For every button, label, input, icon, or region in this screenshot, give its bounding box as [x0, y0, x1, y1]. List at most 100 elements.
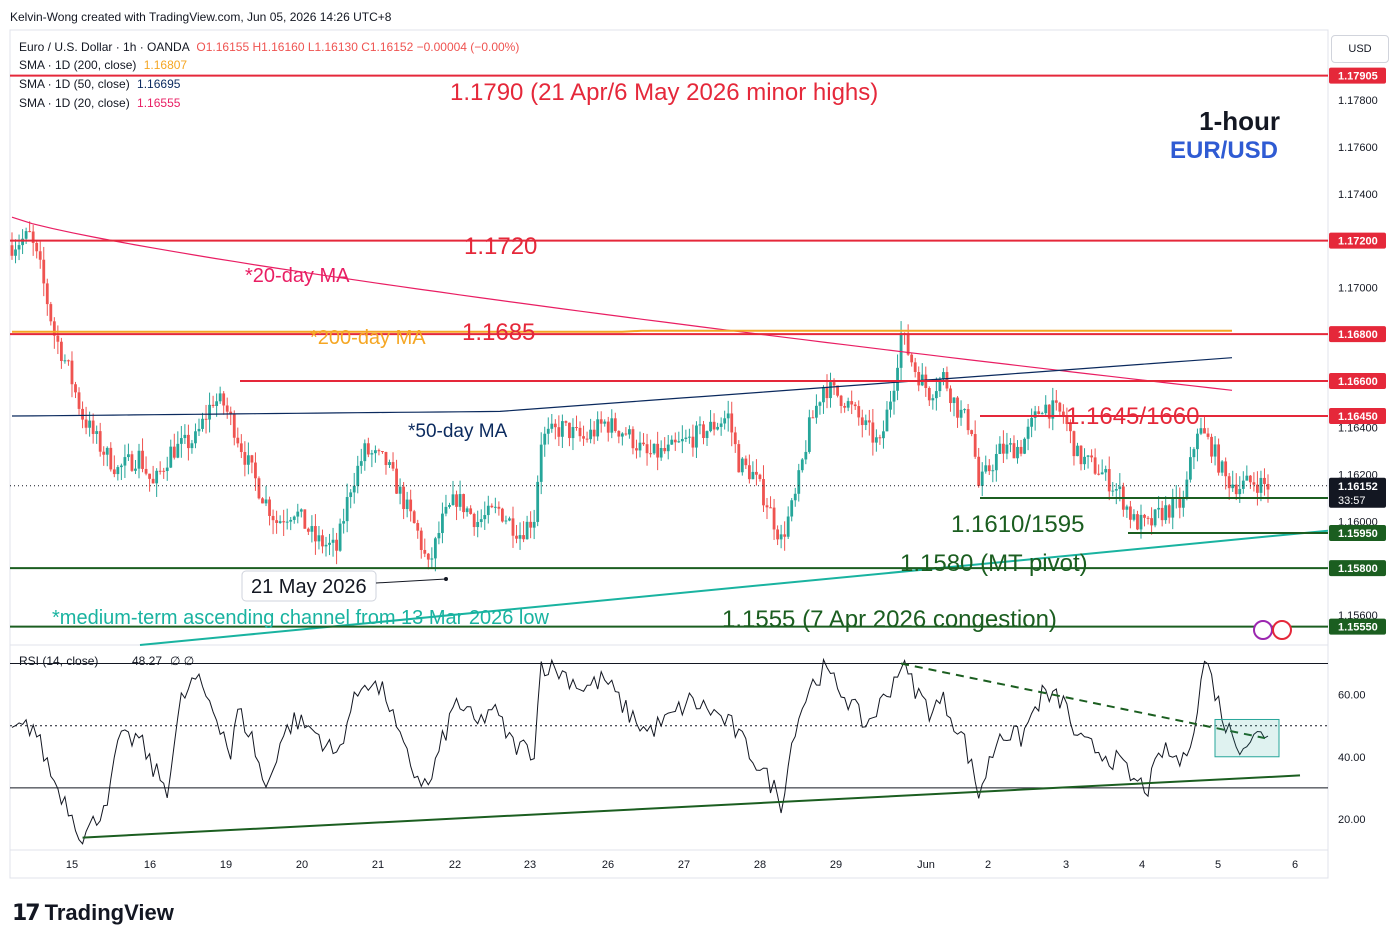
- candle-body: [599, 419, 603, 424]
- candle-body: [275, 520, 279, 523]
- sma200-legend[interactable]: SMA · 1D (200, close) 1.16807: [19, 58, 187, 72]
- candle-body: [123, 457, 127, 466]
- candle-body: [712, 421, 716, 430]
- candle-body: [377, 450, 381, 452]
- candle-body: [994, 453, 998, 471]
- level-axis-badge: [1329, 618, 1386, 635]
- candle-body: [1136, 514, 1139, 530]
- level-axis-label: 1.16800: [1338, 329, 1378, 341]
- candle-body: [38, 251, 42, 260]
- sma200-value: 1.16807: [143, 58, 188, 72]
- candle-body: [363, 443, 367, 462]
- candle-body: [740, 458, 744, 473]
- candle-body: [472, 513, 476, 528]
- candle-body: [522, 535, 525, 540]
- candle-body: [1263, 477, 1266, 484]
- candle-body: [430, 558, 434, 560]
- candle-body: [857, 406, 861, 418]
- candle-body: [991, 470, 995, 472]
- candle-body: [91, 420, 95, 434]
- candle-body: [102, 451, 106, 455]
- candle-body: [966, 409, 970, 431]
- candle-body: [84, 419, 88, 428]
- candle-body: [1181, 497, 1185, 508]
- rsi-trendline-support: [82, 774, 1301, 839]
- candle-body: [486, 505, 490, 516]
- candle-body: [187, 434, 190, 449]
- candle-body: [264, 499, 268, 504]
- candle-body: [638, 442, 642, 451]
- candle-body: [652, 443, 656, 454]
- candle-body: [663, 448, 667, 452]
- candle-body: [864, 420, 868, 426]
- candle-body: [465, 508, 469, 513]
- level-axis-badge: [1329, 326, 1386, 343]
- sma50-legend[interactable]: SMA · 1D (50, close) 1.16695: [19, 77, 180, 91]
- candle-body: [1234, 484, 1238, 495]
- symbol-legend[interactable]: Euro / U.S. Dollar · 1h · OANDA O1.16155…: [19, 40, 519, 54]
- candle-body: [423, 549, 427, 554]
- candle-body: [755, 471, 758, 475]
- time-tick-label: 16: [144, 859, 156, 871]
- tradingview-logo[interactable]: 17 TradingView: [12, 900, 174, 926]
- price-axis[interactable]: 1.180001.178001.176001.174001.172001.170…: [1329, 48, 1386, 635]
- candle-body: [1157, 507, 1161, 510]
- candle-body: [1238, 488, 1242, 495]
- candle-body: [532, 521, 536, 528]
- candle-body: [1167, 505, 1171, 518]
- candle-body: [1252, 482, 1256, 485]
- sma20-label: SMA · 1D (20, close): [19, 96, 130, 110]
- candle-body: [433, 538, 437, 559]
- candle-body: [1100, 472, 1104, 475]
- candle-body: [737, 444, 741, 473]
- rsi-symbols: ∅ ∅: [170, 654, 194, 668]
- candle-body: [896, 367, 899, 391]
- candle-body: [744, 458, 748, 466]
- candle-body: [719, 423, 723, 427]
- sma50-label: SMA · 1D (50, close): [19, 77, 130, 91]
- sma20-legend[interactable]: SMA · 1D (20, close) 1.16555: [19, 96, 180, 110]
- candle-body: [1245, 475, 1249, 481]
- level-annotation: 1.1555 (7 Apr 2026 congestion): [722, 606, 1057, 633]
- candle-body: [515, 535, 518, 539]
- time-axis[interactable]: 15 16 19 20 21 22 23 26 27 28 29 Jun 2 3 4 5 6: [66, 859, 1298, 871]
- candle-body: [490, 505, 494, 508]
- candle-body: [1037, 411, 1041, 415]
- candle-body: [776, 529, 779, 540]
- candle-body: [458, 494, 462, 507]
- price-tick-label: 1.17600: [1338, 142, 1378, 154]
- candle-body: [987, 465, 991, 472]
- candle-body: [874, 437, 878, 443]
- candle-body: [659, 448, 663, 458]
- candle-body: [1259, 477, 1263, 493]
- candle-body: [148, 473, 151, 479]
- candle-body: [673, 439, 677, 443]
- candle-body: [751, 471, 755, 480]
- level-axis-badge: [1329, 372, 1386, 389]
- candle-body: [1146, 517, 1150, 519]
- candle-body: [571, 427, 575, 439]
- time-tick-label: 23: [524, 859, 536, 871]
- candle-body: [28, 231, 32, 233]
- currency-button[interactable]: USD: [1331, 35, 1389, 63]
- candle-body: [1220, 461, 1224, 473]
- candle-body: [575, 427, 578, 429]
- timeframe-label: 1-hour: [1199, 106, 1280, 136]
- candle-body: [560, 421, 564, 437]
- candle-body: [747, 465, 751, 480]
- candle-body: [1093, 457, 1097, 474]
- time-tick-label: 27: [678, 859, 690, 871]
- candle-body: [1160, 507, 1164, 521]
- candle-body: [610, 418, 614, 433]
- candle-body: [687, 436, 691, 438]
- candle-body: [1054, 400, 1058, 403]
- candle-body: [1248, 475, 1252, 483]
- candle-body: [666, 444, 670, 452]
- candle-body: [811, 417, 815, 419]
- candle-body: [1192, 449, 1196, 458]
- candle-body: [568, 422, 571, 439]
- channel-annotation: *medium-term ascending channel from 13 M…: [52, 607, 549, 629]
- candle-body: [239, 443, 243, 453]
- candle-body: [656, 443, 660, 458]
- candle-body: [832, 382, 836, 386]
